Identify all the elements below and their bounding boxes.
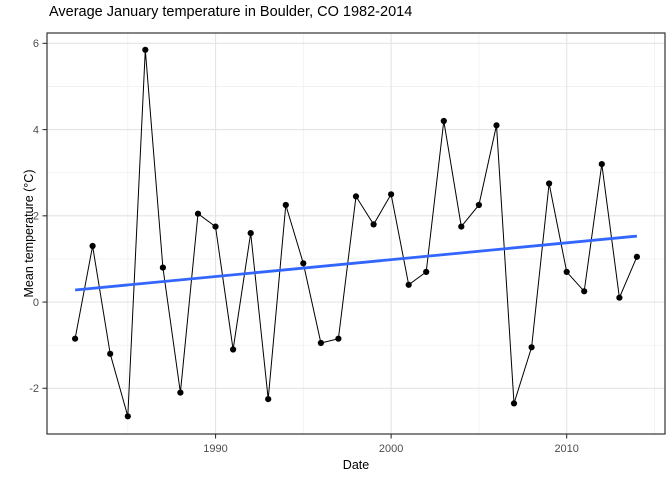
- chart-title: Average January temperature in Boulder, …: [49, 4, 413, 20]
- data-point: [282, 201, 289, 209]
- data-point: [440, 117, 447, 125]
- data-point: [177, 389, 184, 396]
- data-point: [546, 180, 553, 187]
- data-point: [370, 221, 377, 228]
- data-point: [352, 193, 360, 200]
- y-axis-title: Mean temperature (°C): [22, 169, 36, 298]
- y-axis-tick-label: -2: [29, 383, 39, 395]
- y-axis-tick-label: 4: [33, 124, 39, 136]
- data-point: [563, 268, 570, 275]
- data-point: [598, 161, 605, 168]
- data-point: [194, 210, 202, 217]
- data-point: [458, 223, 465, 230]
- data-point: [89, 242, 96, 250]
- data-point: [528, 344, 535, 351]
- data-point: [423, 268, 430, 275]
- x-axis-tick-label: 1990: [203, 443, 227, 455]
- panel-background: [47, 33, 665, 434]
- data-point: [475, 201, 482, 209]
- data-point: [212, 223, 219, 230]
- data-point: [493, 122, 500, 129]
- y-axis-tick-label: 6: [33, 38, 39, 50]
- data-point: [510, 400, 518, 407]
- y-axis-tick-label: 2: [33, 211, 39, 223]
- data-point: [247, 230, 254, 237]
- panel-border: [46, 32, 666, 435]
- data-point: [265, 396, 272, 403]
- data-point: [317, 339, 324, 347]
- data-point: [405, 281, 412, 288]
- data-point: [159, 264, 166, 271]
- trend-line: [74, 234, 638, 292]
- data-point: [230, 346, 237, 353]
- x-axis-tick-label: 2010: [554, 443, 578, 455]
- data-point: [142, 46, 149, 53]
- x-axis-title: Date: [342, 458, 370, 472]
- data-point: [581, 288, 588, 295]
- data-point: [300, 260, 307, 267]
- data-point: [72, 335, 79, 342]
- x-axis-tick-label: 2000: [379, 443, 403, 455]
- data-point: [633, 253, 641, 260]
- data-point: [107, 350, 114, 357]
- y-axis-tick-label: 0: [33, 297, 39, 309]
- data-point: [616, 294, 623, 301]
- data-point: [388, 191, 395, 198]
- data-point: [124, 413, 131, 420]
- data-point: [335, 335, 342, 342]
